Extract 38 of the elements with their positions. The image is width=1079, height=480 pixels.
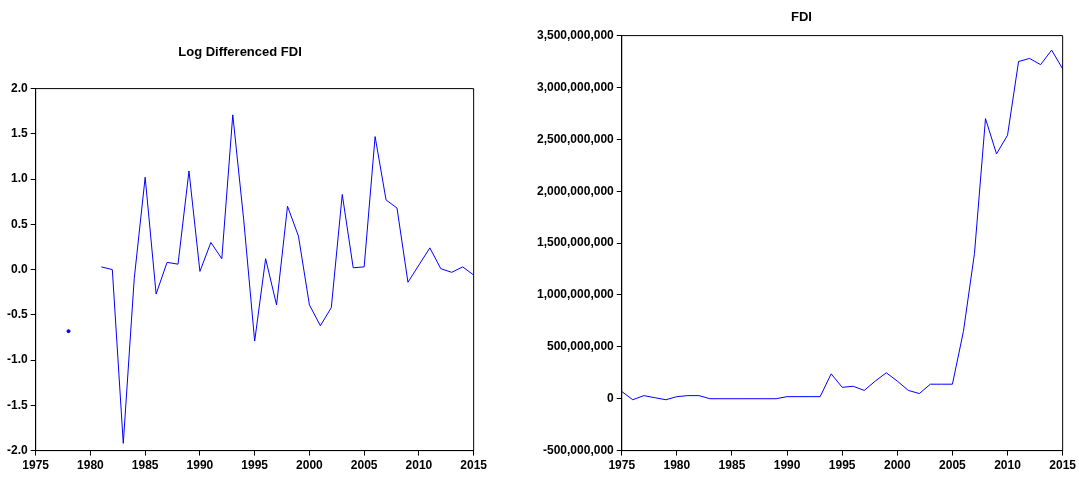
x-tick-label: 1995 [828,458,856,473]
x-tick-label: 1980 [663,458,691,473]
x-tick-label: 1980 [77,458,105,473]
y-tick-label: 2,000,000,000 [536,183,615,198]
chart-title: FDI [791,9,812,25]
y-tick-label: 2.0 [10,80,28,95]
y-tick-label: -2.0 [6,442,28,457]
x-tick-label: 2010 [994,458,1022,473]
y-tick-label: 500,000,000 [547,339,615,354]
x-tick-label: 2015 [1049,458,1077,473]
y-tick-label: 3,000,000,000 [536,79,615,94]
y-tick-label: 1.5 [10,126,28,141]
x-tick-label: 1995 [241,458,269,473]
y-tick-label: 3,500,000,000 [536,27,615,42]
y-tick-label: -1.5 [6,397,28,412]
y-tick-label: -500,000,000 [543,442,615,457]
y-tick-label: 2,500,000,000 [536,131,615,146]
x-tick-label: 2015 [460,458,488,473]
y-tick-label: 0 [607,391,615,406]
x-tick-label: 1990 [186,458,214,473]
x-tick-label: 2000 [296,458,324,473]
x-tick-label: 2000 [883,458,911,473]
y-tick-label: 0.0 [10,261,28,276]
y-tick-label: 1,000,000,000 [536,287,615,302]
x-tick-label: 1975 [608,458,636,473]
x-tick-label: 2005 [350,458,378,473]
y-tick-label: 1.0 [10,171,28,186]
x-tick-label: 2010 [405,458,433,473]
y-tick-label: 1,500,000,000 [536,235,615,250]
x-tick-label: 1975 [22,458,50,473]
x-tick-label: 1985 [718,458,746,473]
x-tick-label: 2005 [939,458,967,473]
chart-title: Log Differenced FDI [178,44,302,60]
y-tick-label: -1.0 [6,352,28,367]
x-tick-label: 1990 [773,458,801,473]
y-tick-label: -0.5 [6,307,28,322]
x-tick-label: 1985 [131,458,159,473]
y-tick-label: 0.5 [10,216,28,231]
